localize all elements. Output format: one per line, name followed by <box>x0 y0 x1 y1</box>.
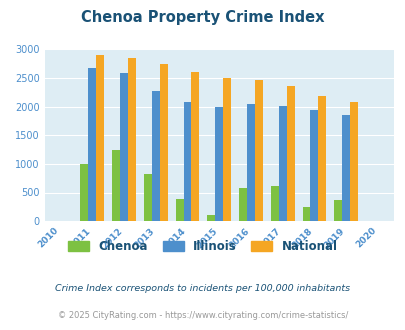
Bar <box>341 115 350 221</box>
Legend: Chenoa, Illinois, National: Chenoa, Illinois, National <box>64 236 341 256</box>
Bar <box>159 64 167 221</box>
Text: © 2025 CityRating.com - https://www.cityrating.com/crime-statistics/: © 2025 CityRating.com - https://www.city… <box>58 311 347 320</box>
Bar <box>88 68 96 221</box>
Bar <box>310 110 318 221</box>
Bar <box>151 91 159 221</box>
Bar <box>191 72 199 221</box>
Bar <box>143 174 151 221</box>
Bar <box>302 207 310 221</box>
Text: Chenoa Property Crime Index: Chenoa Property Crime Index <box>81 10 324 25</box>
Bar <box>112 149 120 221</box>
Bar <box>128 57 136 221</box>
Bar <box>239 188 246 221</box>
Bar <box>318 96 326 221</box>
Text: Crime Index corresponds to incidents per 100,000 inhabitants: Crime Index corresponds to incidents per… <box>55 284 350 293</box>
Bar <box>286 86 294 221</box>
Bar <box>80 164 88 221</box>
Bar <box>333 200 341 221</box>
Bar <box>120 73 128 221</box>
Bar <box>207 215 215 221</box>
Bar <box>270 186 278 221</box>
Bar <box>183 102 191 221</box>
Bar <box>278 106 286 221</box>
Bar <box>175 199 183 221</box>
Bar <box>215 107 223 221</box>
Bar <box>96 55 104 221</box>
Bar <box>223 78 230 221</box>
Bar <box>350 102 357 221</box>
Bar <box>254 80 262 221</box>
Bar <box>246 104 254 221</box>
